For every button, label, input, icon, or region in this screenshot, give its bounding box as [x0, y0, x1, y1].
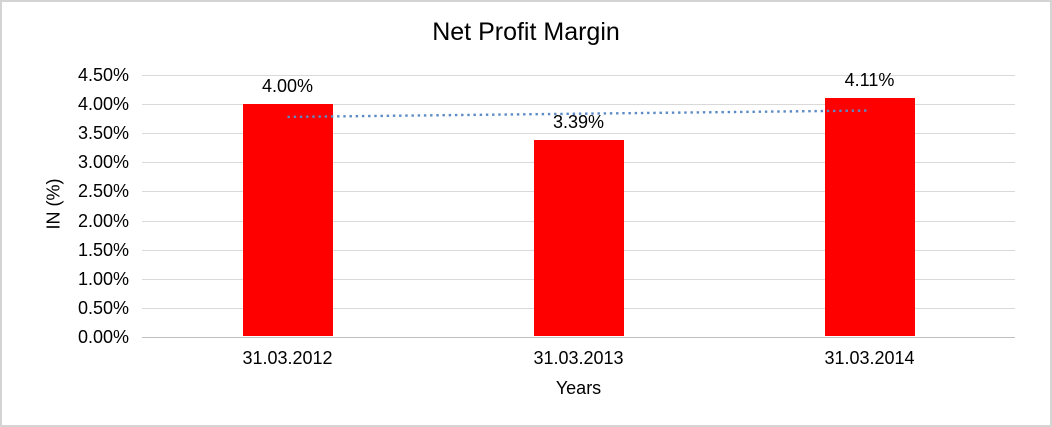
- gridline: [142, 133, 1015, 135]
- bar-31.03.2014: [824, 97, 915, 336]
- bar-31.03.2012: [242, 104, 333, 336]
- y-tick-label: 3.50%: [77, 123, 129, 144]
- y-tick-label: 2.50%: [77, 181, 129, 202]
- x-tick-label: 31.03.2012: [242, 348, 333, 368]
- x-tick-label: 31.03.2013: [533, 348, 624, 368]
- y-tick-label: 4.00%: [77, 94, 129, 115]
- y-tick-label: 0.50%: [77, 297, 129, 318]
- data-label: 4.00%: [261, 76, 314, 97]
- gridline: [142, 104, 1015, 106]
- y-tick-label: 0.00%: [77, 327, 129, 347]
- y-tick-label: 3.00%: [77, 152, 129, 173]
- y-tick-label: 1.00%: [77, 268, 129, 289]
- x-tick-label: 31.03.2014: [824, 348, 915, 368]
- x-axis-line: [142, 337, 1015, 338]
- x-axis-title: Years: [555, 378, 602, 398]
- data-label: 3.39%: [552, 111, 605, 132]
- y-tick-label: 1.50%: [77, 239, 129, 260]
- y-tick-label: 2.00%: [77, 210, 129, 231]
- chart-title: Net Profit Margin: [432, 18, 620, 46]
- y-tick-label: 4.50%: [77, 65, 129, 85]
- bar-31.03.2013: [533, 139, 624, 336]
- data-label: 4.11%: [844, 69, 895, 90]
- gridline: [142, 75, 1015, 76]
